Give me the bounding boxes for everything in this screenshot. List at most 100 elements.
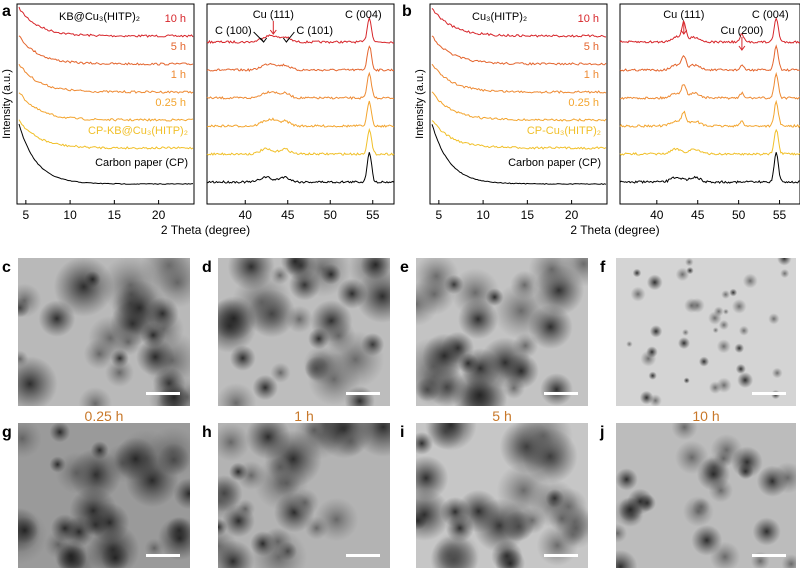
tem-image-background	[616, 258, 796, 406]
series-label-b-4: CP-Cu₃(HITP)₂	[527, 125, 601, 137]
series-line-right-a-4	[206, 127, 395, 156]
panel-letter-j: j	[599, 424, 604, 441]
x-tick-label-left-b: 15	[521, 208, 535, 222]
time-label-c: 0.25 h	[85, 408, 124, 424]
annotation-b-0: Cu (111)	[663, 9, 704, 21]
series-line-right-b-5	[619, 152, 800, 185]
panel-letter-e: e	[400, 259, 409, 276]
time-label-d: 1 h	[294, 408, 313, 424]
series-line-left-a-4	[18, 119, 194, 150]
series-label-a-2: 1 h	[171, 69, 186, 81]
series-line-right-a-5	[206, 152, 395, 184]
series-line-right-a-3	[206, 100, 395, 128]
series-line-left-a-3	[18, 92, 194, 122]
x-tick-label-right-b: 50	[732, 208, 746, 222]
series-label-a-0: 10 h	[165, 13, 186, 25]
xrd-chart-a: Intensity (a.u.) 5 10 15 20 40 45 50 55 2 Theta (…	[1, 3, 395, 237]
xrd-panels: Intensity (a.u.) 5 10 15 20 40 45 50 55 2 Theta (…	[1, 3, 800, 237]
y-axis-label-a: Intensity (a.u.)	[1, 69, 13, 139]
scale-bar	[544, 392, 578, 395]
scale-bar	[146, 392, 180, 395]
x-axis-label-b: 2 Theta (degree)	[570, 223, 659, 237]
annotation-b-1: Cu (200)	[721, 25, 764, 37]
annotation-a-0: Cu (111)	[253, 9, 294, 21]
tem-image-c: c 0.25 h	[2, 258, 190, 424]
x-tick-label-right-a: 55	[366, 208, 380, 222]
annotation-arrowhead-b-1	[738, 45, 746, 51]
annotation-b-2: C (004)	[752, 9, 789, 21]
left-axes-frame-b	[429, 3, 608, 205]
series-line-right-b-1	[619, 44, 800, 72]
scale-bar	[146, 554, 180, 557]
panel-letter-f: f	[600, 259, 606, 276]
tem-panels: c 0.25 h d 1 h e 5 h f 10 h g h i j	[2, 258, 796, 568]
annotation-a-1: C (100)	[215, 25, 252, 37]
chart-title-a: KB@Cu₃(HITP)₂	[59, 11, 140, 23]
tem-image-d: d 1 h	[202, 258, 390, 424]
x-tick-label-right-b: 55	[773, 208, 787, 222]
tem-image-g: g	[2, 423, 190, 568]
panel-letter-i: i	[400, 424, 404, 441]
chart-title-b: Cu₃(HITP)₂	[472, 11, 527, 23]
x-tick-label-right-b: 40	[650, 208, 664, 222]
series-line-left-a-1	[18, 35, 194, 66]
panel-letter-c: c	[2, 259, 11, 276]
series-line-right-a-0	[206, 16, 394, 44]
series-line-right-a-1	[206, 45, 395, 73]
tem-image-e: e 5 h	[400, 258, 588, 424]
tem-image-i: i	[400, 423, 588, 568]
scale-bar	[752, 392, 786, 395]
x-tick-label-left-b: 10	[476, 208, 490, 222]
series-label-b-2: 1 h	[584, 69, 599, 81]
series-line-right-b-3	[619, 99, 800, 129]
annotation-arrowhead-a-2	[282, 37, 290, 43]
x-tick-label-left-a: 15	[108, 208, 122, 222]
series-label-a-4: CP-KB@Cu₃(HITP)₂	[88, 125, 188, 137]
series-line-left-a-0	[18, 6, 194, 38]
series-line-left-b-0	[431, 8, 607, 38]
scale-bar	[544, 554, 578, 557]
series-line-left-a-5	[18, 123, 194, 185]
x-tick-label-right-b: 45	[691, 208, 705, 222]
series-line-left-b-1	[431, 35, 607, 66]
series-line-left-a-2	[18, 63, 194, 94]
time-label-f: 10 h	[692, 408, 719, 424]
series-line-left-b-4	[431, 120, 607, 150]
annotation-arrowhead-b-0	[680, 29, 688, 35]
xrd-chart-b: Intensity (a.u.) 5 10 15 20 40 45 50 55 2 Theta (…	[414, 3, 800, 237]
left-axes-frame-a	[16, 3, 195, 205]
x-tick-label-left-b: 20	[565, 208, 579, 222]
scale-bar	[752, 554, 786, 557]
x-axis-label-a: 2 Theta (degree)	[161, 223, 250, 237]
annotation-a-2: C (101)	[296, 25, 333, 37]
panel-letter-d: d	[202, 259, 212, 276]
scale-bar	[346, 554, 380, 557]
panel-letter-a: a	[2, 3, 11, 20]
x-tick-label-right-a: 50	[324, 208, 338, 222]
series-label-a-1: 5 h	[171, 41, 186, 53]
annotation-a-3: C (004)	[345, 9, 382, 21]
series-line-right-a-2	[206, 71, 395, 100]
series-line-left-b-5	[431, 124, 607, 185]
x-tick-label-right-a: 45	[281, 208, 295, 222]
tem-image-h: h	[202, 423, 390, 568]
annotation-arrowhead-a-1	[260, 37, 268, 43]
series-label-b-3: 0.25 h	[568, 97, 599, 109]
series-label-a-3: 0.25 h	[155, 97, 186, 109]
scale-bar	[346, 392, 380, 395]
x-tick-label-left-a: 10	[63, 208, 77, 222]
panel-letter-b: b	[402, 3, 412, 20]
series-label-a-5: Carbon paper (CP)	[95, 157, 188, 169]
series-line-left-b-3	[431, 91, 607, 122]
x-tick-label-left-a: 5	[23, 208, 30, 222]
y-axis-label-b: Intensity (a.u.)	[414, 69, 426, 139]
series-line-left-b-2	[431, 63, 607, 94]
tem-image-j: j	[599, 423, 796, 568]
series-label-b-1: 5 h	[584, 41, 599, 53]
time-label-e: 5 h	[492, 408, 511, 424]
series-label-b-0: 10 h	[578, 13, 599, 25]
right-axes-frame-b	[619, 3, 800, 205]
panel-letter-h: h	[202, 424, 212, 441]
right-axes-frame-a	[206, 3, 395, 205]
